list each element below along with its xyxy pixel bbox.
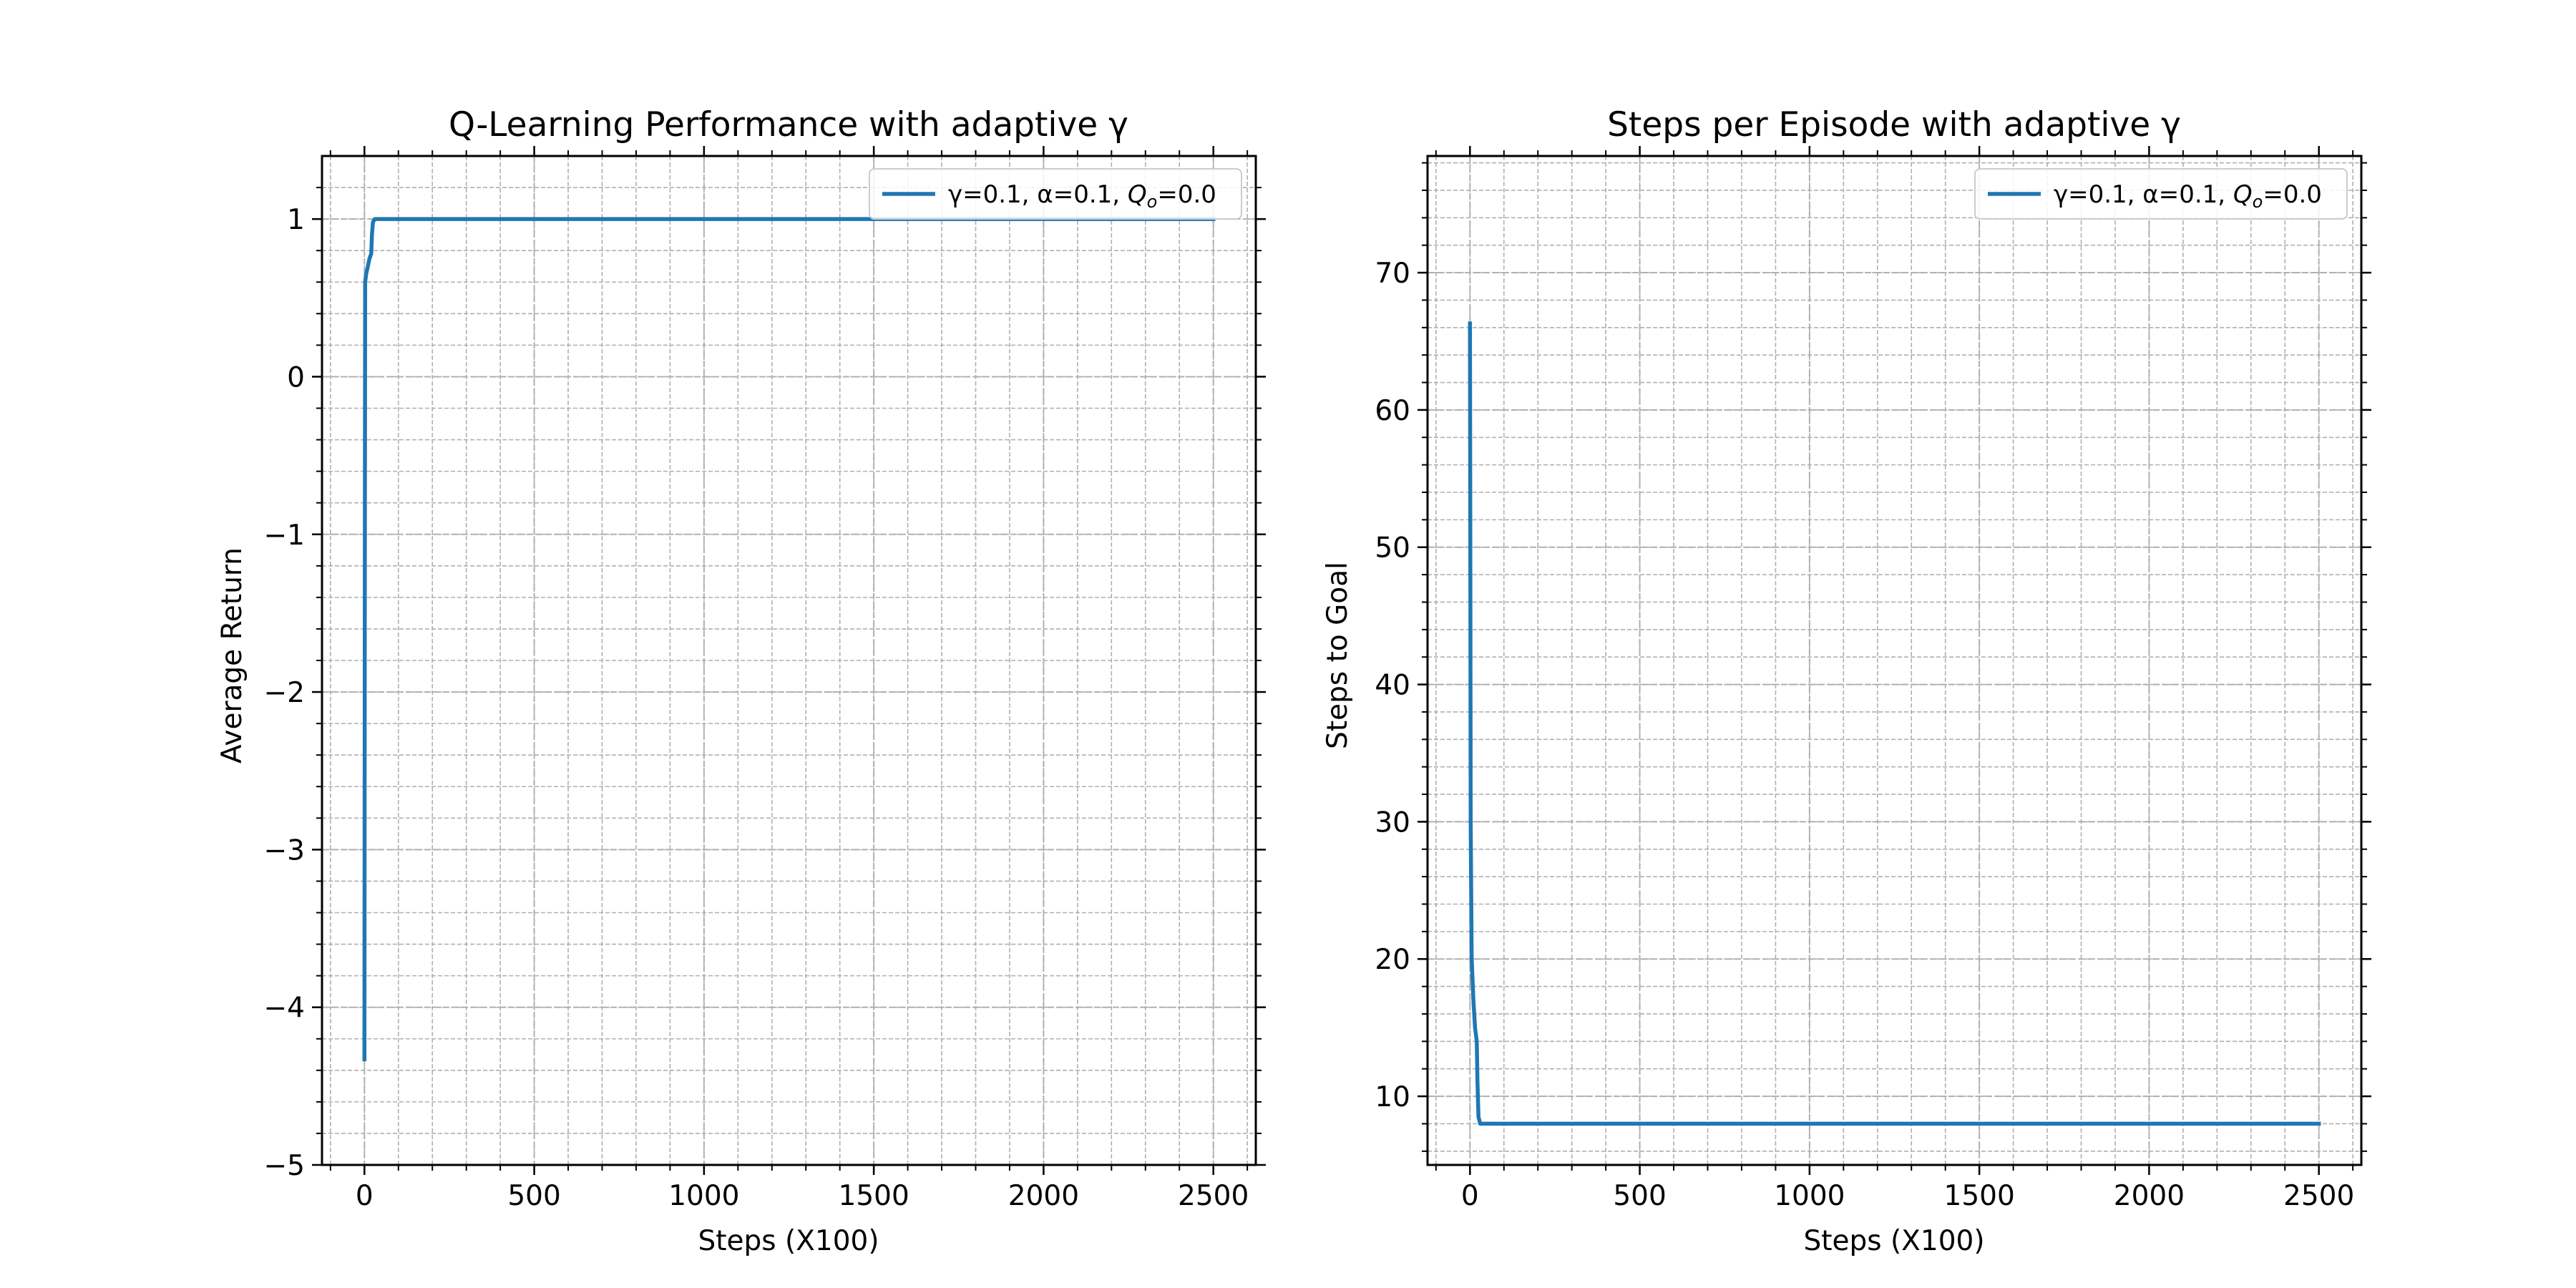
- y-tick-label: 0: [287, 361, 305, 394]
- y-axis-label: Average Return: [216, 547, 248, 763]
- legend-label: γ=0.1, α=0.1, Qo=0.0: [2054, 180, 2322, 212]
- y-tick-label: 10: [1375, 1081, 1410, 1113]
- x-tick-label: 1500: [1944, 1180, 2015, 1212]
- y-tick-label: 20: [1375, 944, 1410, 976]
- axes-frame: [1426, 155, 2363, 1166]
- x-tick-label: 2500: [1178, 1180, 1249, 1212]
- y-axis-label: Steps to Goal: [1322, 562, 1354, 749]
- x-axis-label: Steps (X100): [1803, 1225, 1984, 1257]
- x-tick-label: 0: [1461, 1180, 1479, 1212]
- x-tick-label: 2000: [2114, 1180, 2185, 1212]
- y-tick-label: 50: [1375, 532, 1410, 565]
- x-axis-label: Steps (X100): [698, 1225, 879, 1257]
- legend-box: [1974, 168, 2348, 220]
- x-tick-label: 1000: [1774, 1180, 1845, 1212]
- y-tick-label: −3: [264, 834, 306, 867]
- legend-label: γ=0.1, α=0.1, Qo=0.0: [948, 180, 1216, 212]
- plot-area: 0 500 1000 1500 2000 2500 −5 −4 −3 −2 −1 0 1: [264, 146, 1266, 1212]
- grid: [1428, 156, 2361, 1165]
- x-tick-label: 2000: [1008, 1180, 1079, 1212]
- y-tick-label: 60: [1375, 395, 1410, 427]
- x-tick-label: 500: [507, 1180, 560, 1212]
- plot-area: 0 500 1000 1500 2000 2500 10 20 30 40 50 60 70: [1375, 146, 2371, 1212]
- y-tick-label: 1: [287, 204, 305, 236]
- x-tick-label: 0: [356, 1180, 374, 1212]
- legend-box: [869, 168, 1242, 220]
- chart-title: Q-Learning Performance with adaptive γ: [449, 105, 1128, 145]
- series-line: [1468, 321, 2321, 1126]
- y-tick-label: −2: [264, 677, 306, 709]
- y-tick-label: 30: [1375, 806, 1410, 839]
- legend: γ=0.1, α=0.1, Qo=0.0: [869, 168, 1242, 220]
- chart-title: Steps per Episode with adaptive γ: [1607, 105, 2181, 145]
- y-tick-label: −1: [264, 519, 306, 552]
- y-tick-label: 70: [1375, 258, 1410, 290]
- average-return-chart: Q-Learning Performance with adaptive γ S…: [216, 105, 1266, 1257]
- x-tick-label: 2500: [2283, 1180, 2354, 1212]
- y-tick-label: −4: [264, 992, 306, 1025]
- x-tick-label: 500: [1613, 1180, 1666, 1212]
- y-tick-label: 40: [1375, 670, 1410, 702]
- x-tick-label: 1000: [668, 1180, 739, 1212]
- y-tick-label: −5: [264, 1150, 306, 1182]
- steps-to-goal-chart: Steps per Episode with adaptive γ Steps …: [1322, 105, 2371, 1257]
- series-line: [362, 217, 1216, 1062]
- x-tick-label: 1500: [839, 1180, 909, 1212]
- legend: γ=0.1, α=0.1, Qo=0.0: [1974, 168, 2348, 220]
